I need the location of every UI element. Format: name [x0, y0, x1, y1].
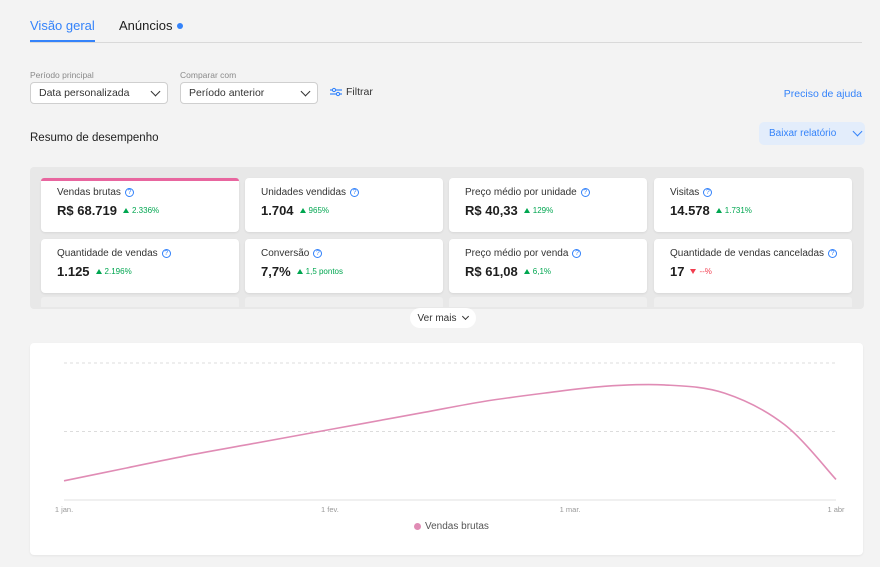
section-title: Resumo de desempenho — [30, 132, 159, 144]
trend-up-icon — [95, 269, 102, 274]
chart-legend: Vendas brutas — [414, 521, 489, 532]
legend-dot-icon — [414, 523, 421, 530]
notification-dot-icon — [177, 22, 184, 29]
compare-select-value: Período anterior — [189, 87, 265, 99]
hidden-card-preview — [245, 297, 443, 307]
metric-label: Conversão — [261, 248, 310, 259]
see-more-label: Ver mais — [417, 312, 457, 324]
help-icon[interactable]: ? — [572, 249, 582, 258]
see-more-button[interactable]: Ver mais — [410, 308, 476, 328]
chevron-down-icon — [852, 126, 863, 137]
metric-delta: --% — [690, 267, 712, 276]
trend-up-icon — [523, 208, 530, 213]
line-chart: 1 jan. 1 fev. 1 mar. 1 abr — [55, 362, 845, 514]
metric-card-visits[interactable]: Visitas? 14.578 1.731% — [654, 178, 852, 232]
metric-value: R$ 68.719 — [57, 203, 117, 218]
help-icon[interactable]: ? — [313, 249, 323, 258]
metric-value: 1.125 — [57, 264, 90, 279]
metric-card-gross-sales[interactable]: Vendas brutas? R$ 68.719 2.336% — [41, 178, 239, 232]
hidden-card-preview — [654, 297, 852, 307]
trend-up-icon — [715, 208, 722, 213]
help-icon[interactable]: ? — [350, 188, 360, 197]
x-tick-label: 1 jan. — [55, 505, 73, 514]
metrics-panel: Vendas brutas? R$ 68.719 2.336% Unidades … — [30, 167, 864, 309]
chevron-down-icon — [300, 86, 311, 96]
metric-delta-text: 129% — [532, 206, 554, 215]
filter-button[interactable]: Filtrar — [330, 86, 373, 98]
metric-delta: 965% — [299, 206, 330, 215]
trend-up-icon — [296, 269, 303, 274]
trend-down-icon — [690, 269, 697, 274]
metric-delta-text: --% — [699, 267, 712, 276]
metric-delta: 2.196% — [95, 267, 132, 276]
series-line — [63, 383, 837, 482]
period-label: Período principal — [30, 70, 94, 80]
help-icon[interactable]: ? — [703, 188, 713, 197]
metric-card-sales-count[interactable]: Quantidade de vendas? 1.125 2.196% — [41, 239, 239, 293]
chevron-down-icon — [150, 86, 161, 96]
metric-card-cancelled-sales[interactable]: Quantidade de vendas canceladas? 17 --% — [654, 239, 852, 293]
compare-label: Comparar com — [180, 70, 237, 80]
help-link[interactable]: Preciso de ajuda — [783, 88, 862, 100]
metric-delta: 2.336% — [123, 206, 159, 215]
trend-up-icon — [299, 208, 306, 213]
trend-up-icon — [123, 208, 129, 213]
metric-card-avg-price-sale[interactable]: Preço médio por venda? R$ 61,08 6,1% — [449, 239, 647, 293]
metric-label: Quantidade de vendas — [57, 248, 158, 259]
metric-delta: 129% — [523, 206, 554, 215]
x-tick-label: 1 abr — [827, 505, 845, 514]
metric-value: R$ 61,08 — [465, 264, 518, 279]
x-tick-label: 1 fev. — [321, 505, 339, 514]
metric-delta-text: 6,1% — [532, 267, 551, 276]
metric-delta-text: 965% — [308, 206, 330, 215]
download-report-label: Baixar relatório — [769, 128, 837, 139]
filter-sliders-icon — [330, 87, 342, 97]
help-icon[interactable]: ? — [124, 188, 134, 197]
hidden-card-preview — [449, 297, 647, 307]
metric-card-avg-price-unit[interactable]: Preço médio por unidade? R$ 40,33 129% — [449, 178, 647, 232]
help-icon[interactable]: ? — [828, 249, 838, 258]
hidden-card-preview — [41, 297, 239, 307]
metric-value: 1.704 — [261, 203, 294, 218]
metric-delta-text: 1,5 pontos — [305, 267, 344, 276]
metric-value: 7,7% — [261, 264, 291, 279]
metric-label: Preço médio por unidade — [465, 187, 577, 198]
period-select-value: Data personalizada — [39, 87, 130, 99]
metric-label: Vendas brutas — [57, 187, 121, 198]
tab-bar: Visão geral Anúncios — [30, 0, 862, 43]
legend-label: Vendas brutas — [425, 521, 489, 532]
metric-value: 14.578 — [670, 203, 710, 218]
metric-card-conversion[interactable]: Conversão? 7,7% 1,5 pontos — [245, 239, 443, 293]
tab-ads-label: Anúncios — [119, 18, 173, 33]
metric-delta-text: 2.196% — [104, 267, 132, 276]
tab-overview[interactable]: Visão geral — [30, 18, 95, 42]
metric-value: R$ 40,33 — [465, 203, 518, 218]
filter-label: Filtrar — [346, 86, 373, 98]
help-icon[interactable]: ? — [580, 188, 590, 197]
metric-label: Visitas — [670, 187, 700, 198]
metric-delta: 1.731% — [715, 206, 752, 215]
metric-delta: 6,1% — [523, 267, 551, 276]
metric-value: 17 — [670, 264, 685, 279]
compare-select[interactable]: Período anterior — [180, 82, 318, 104]
period-select[interactable]: Data personalizada — [30, 82, 168, 104]
chart-panel: 1 jan. 1 fev. 1 mar. 1 abr Vendas brutas — [30, 343, 863, 555]
trend-up-icon — [523, 269, 530, 274]
help-icon[interactable]: ? — [161, 249, 171, 258]
metric-card-units-sold[interactable]: Unidades vendidas? 1.704 965% — [245, 178, 443, 232]
metric-label: Quantidade de vendas canceladas — [670, 248, 825, 259]
metric-label: Preço médio por venda — [465, 248, 569, 259]
metric-delta-text: 2.336% — [132, 206, 160, 215]
tab-ads[interactable]: Anúncios — [119, 18, 184, 33]
metric-delta: 1,5 pontos — [296, 267, 344, 276]
metric-delta-text: 1.731% — [724, 206, 752, 215]
download-report-button[interactable]: Baixar relatório — [759, 122, 865, 145]
metric-label: Unidades vendidas — [261, 187, 347, 198]
x-tick-label: 1 mar. — [560, 505, 581, 514]
chevron-down-icon — [462, 312, 470, 320]
